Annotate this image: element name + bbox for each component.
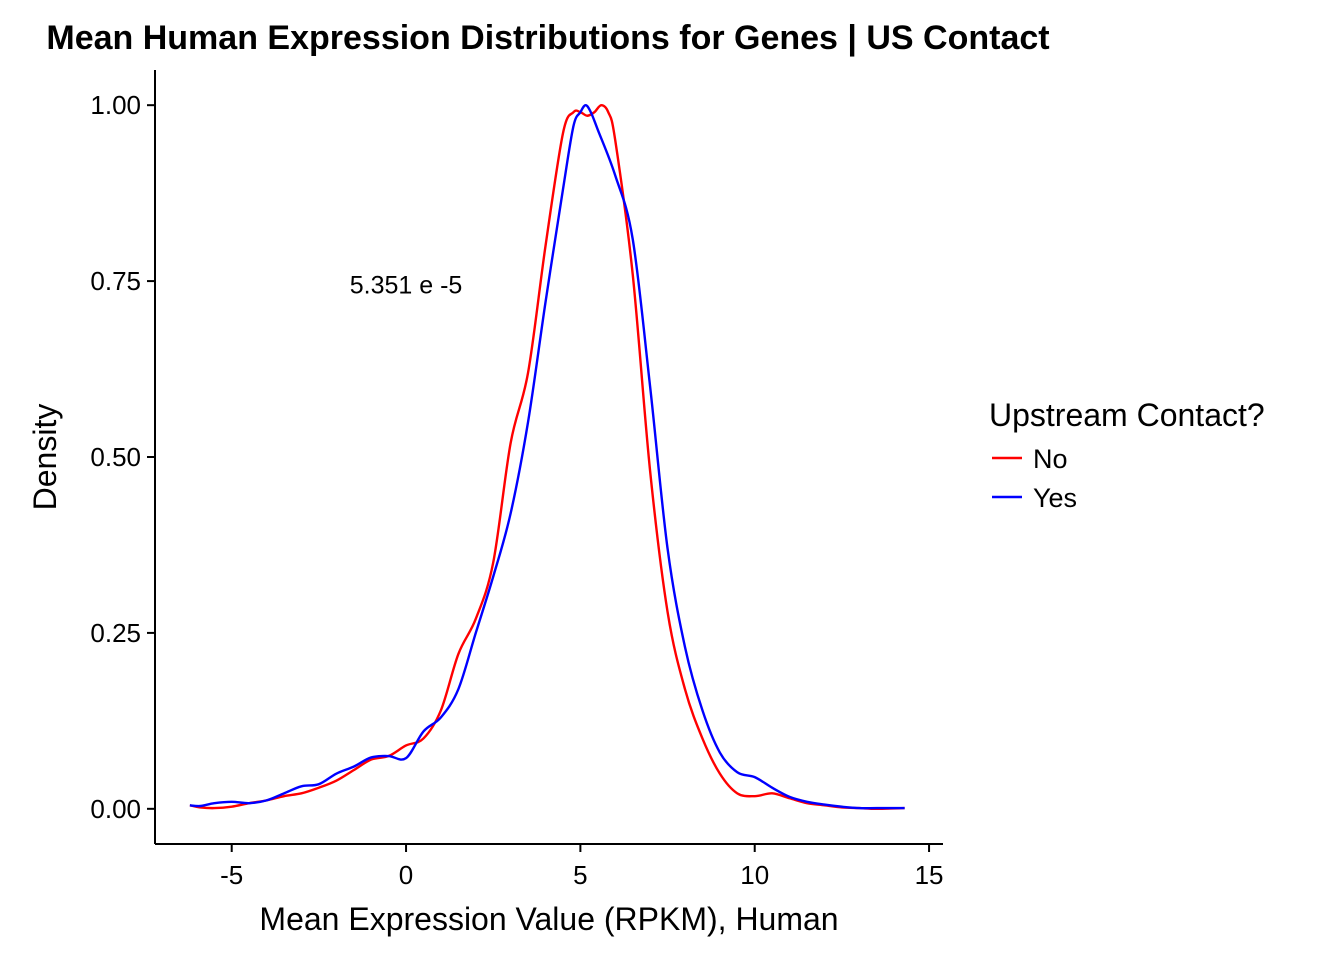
legend-title: Upstream Contact?: [989, 397, 1265, 433]
legend: Upstream Contact? No Yes: [989, 397, 1265, 513]
x-tick-label: 15: [915, 860, 944, 890]
y-axis-ticks: 0.00 0.25 0.50 0.75 1.00: [90, 90, 155, 824]
x-tick-label: 10: [740, 860, 769, 890]
y-tick-label: 0.00: [90, 794, 141, 824]
y-tick-label: 1.00: [90, 90, 141, 120]
density-line-yes: [189, 103, 905, 810]
y-tick-label: 0.25: [90, 618, 141, 648]
x-tick-label: 0: [399, 860, 413, 890]
chart-title: Mean Human Expression Distributions for …: [46, 19, 1049, 57]
y-axis-title: Density: [27, 404, 63, 511]
x-axis-ticks: -5 0 5 10 15: [220, 844, 944, 890]
p-value-annotation: 5.351 e -5: [350, 272, 463, 300]
plot-area: [189, 103, 905, 811]
x-tick-label: 5: [573, 860, 587, 890]
y-tick-label: 0.75: [90, 266, 141, 296]
x-tick-label: -5: [220, 860, 243, 890]
density-line-no: [189, 103, 905, 811]
legend-label-no: No: [1033, 444, 1068, 474]
y-tick-label: 0.50: [90, 442, 141, 472]
legend-label-yes: Yes: [1033, 483, 1077, 513]
x-axis-title: Mean Expression Value (RPKM), Human: [259, 901, 838, 937]
